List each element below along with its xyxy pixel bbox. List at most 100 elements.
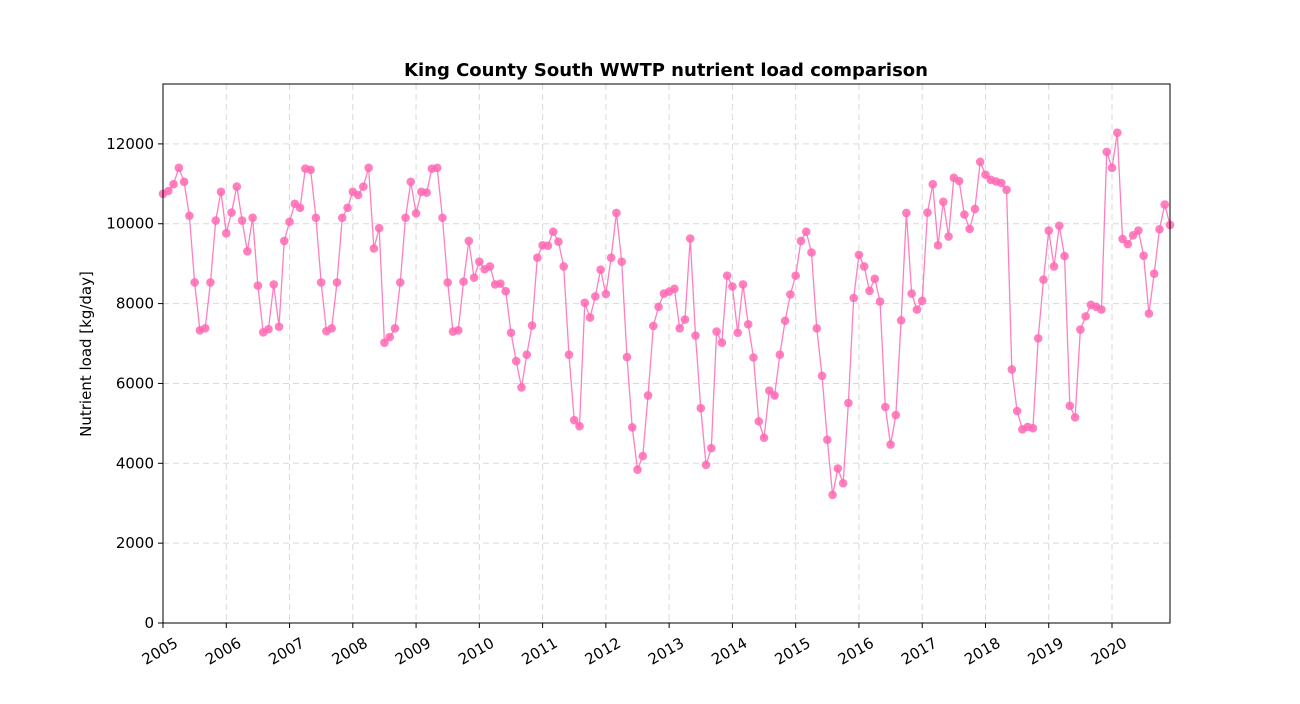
data-point — [823, 435, 832, 445]
data-point — [796, 236, 806, 246]
data-point — [511, 356, 521, 366]
data-point — [1070, 413, 1080, 422]
data-point — [169, 179, 178, 189]
data-point — [865, 286, 874, 296]
data-point — [185, 211, 194, 221]
data-point — [902, 208, 911, 218]
data-point — [617, 257, 626, 266]
data-point — [200, 324, 210, 333]
data-point — [464, 236, 474, 246]
data-point — [859, 262, 869, 271]
data-point — [606, 253, 616, 262]
data-point — [264, 324, 273, 334]
y-tick-label: 0 — [144, 614, 154, 632]
data-point — [216, 187, 226, 197]
data-point — [712, 327, 721, 336]
data-point — [1102, 147, 1112, 157]
data-point — [875, 297, 885, 306]
data-point — [237, 216, 247, 225]
y-tick-label: 12000 — [106, 135, 154, 153]
data-point — [527, 321, 537, 330]
y-tick-label: 8000 — [116, 295, 154, 313]
data-point — [459, 277, 468, 286]
data-point — [1097, 305, 1106, 314]
data-point — [812, 324, 822, 333]
data-point — [1107, 163, 1117, 173]
data-point — [232, 182, 242, 191]
data-point — [733, 328, 742, 338]
data-point — [274, 322, 284, 332]
y-axis-ticks: 0 2000 4000 6000 8000 10000 12000 — [106, 135, 163, 632]
data-point — [891, 410, 901, 420]
data-point — [870, 274, 880, 284]
data-point — [1076, 325, 1085, 334]
data-point — [411, 209, 421, 218]
data-point — [701, 460, 711, 470]
data-point — [359, 182, 368, 191]
data-point — [680, 315, 690, 324]
data-point — [654, 302, 663, 312]
data-point — [279, 236, 289, 246]
data-point — [907, 289, 916, 298]
data-point — [896, 316, 906, 325]
data-point — [174, 163, 184, 173]
data-point — [221, 229, 231, 238]
data-point — [770, 391, 779, 400]
data-point — [353, 190, 363, 200]
data-point — [190, 278, 199, 287]
data-point — [633, 465, 642, 474]
data-point — [707, 443, 716, 453]
data-point — [696, 403, 706, 413]
data-point — [1002, 185, 1011, 195]
data-point — [179, 177, 189, 187]
data-point — [1149, 269, 1159, 278]
data-point — [1028, 423, 1038, 433]
data-point — [517, 383, 526, 392]
data-point — [575, 421, 584, 431]
data-point — [559, 262, 568, 271]
chart-title: King County South WWTP nutrient load com… — [404, 60, 928, 81]
data-point — [828, 490, 837, 500]
data-point — [316, 278, 326, 287]
data-point — [975, 157, 985, 167]
data-point — [591, 292, 600, 301]
data-point — [807, 248, 816, 257]
data-point — [928, 179, 938, 189]
data-point — [422, 188, 431, 197]
data-point — [912, 305, 922, 314]
data-point — [981, 170, 990, 179]
data-point — [475, 257, 484, 266]
data-point — [601, 289, 611, 299]
data-point — [343, 203, 352, 213]
y-axis-label: Nutrient load [kg/day] — [77, 271, 95, 437]
data-point — [817, 371, 827, 381]
data-point — [643, 391, 653, 400]
data-point — [786, 290, 795, 299]
data-point — [638, 451, 648, 461]
data-point — [1060, 251, 1069, 261]
y-tick-label: 4000 — [116, 454, 154, 472]
data-point — [496, 279, 505, 288]
data-point — [395, 278, 405, 287]
data-point — [738, 280, 748, 289]
data-point — [1065, 401, 1075, 411]
data-point — [1044, 226, 1054, 235]
data-point — [1155, 225, 1164, 234]
data-point — [933, 241, 943, 250]
data-point — [1160, 200, 1170, 209]
y-tick-label: 6000 — [116, 374, 154, 392]
data-point — [749, 353, 758, 362]
data-point — [453, 326, 463, 335]
data-point — [717, 338, 727, 348]
data-point — [337, 213, 347, 223]
data-point — [554, 237, 563, 247]
data-point — [438, 213, 447, 223]
data-point — [1012, 406, 1022, 416]
data-point — [754, 417, 764, 426]
data-point — [596, 265, 605, 274]
data-point — [311, 213, 321, 223]
data-point — [380, 338, 389, 348]
